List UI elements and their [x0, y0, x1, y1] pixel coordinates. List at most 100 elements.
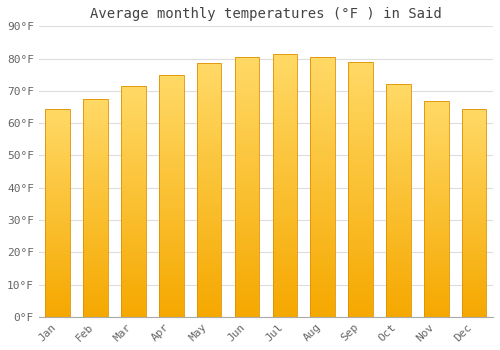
Bar: [84, 125, 108, 127]
Bar: [348, 279, 373, 281]
Bar: [159, 179, 184, 181]
Bar: [310, 244, 335, 247]
Bar: [84, 260, 108, 262]
Bar: [386, 219, 410, 222]
Bar: [272, 64, 297, 67]
Bar: [462, 200, 486, 202]
Bar: [197, 175, 222, 177]
Bar: [272, 135, 297, 138]
Bar: [197, 296, 222, 299]
Bar: [386, 203, 410, 205]
Bar: [310, 260, 335, 262]
Bar: [46, 225, 70, 227]
Bar: [84, 138, 108, 140]
Bar: [46, 196, 70, 198]
Bar: [234, 205, 260, 208]
Bar: [424, 230, 448, 232]
Bar: [386, 175, 410, 177]
Bar: [424, 166, 448, 168]
Bar: [46, 275, 70, 277]
Bar: [234, 161, 260, 163]
Bar: [159, 239, 184, 242]
Bar: [159, 121, 184, 123]
Bar: [424, 269, 448, 271]
Bar: [197, 259, 222, 261]
Bar: [234, 104, 260, 106]
Bar: [310, 138, 335, 140]
Bar: [462, 310, 486, 313]
Bar: [462, 177, 486, 180]
Bar: [424, 209, 448, 211]
Bar: [462, 198, 486, 200]
Bar: [272, 159, 297, 162]
Bar: [272, 282, 297, 285]
Bar: [310, 312, 335, 314]
Bar: [121, 86, 146, 317]
Bar: [424, 139, 448, 142]
Bar: [272, 154, 297, 156]
Bar: [46, 165, 70, 167]
Bar: [310, 306, 335, 309]
Bar: [462, 167, 486, 169]
Bar: [197, 147, 222, 149]
Bar: [462, 188, 486, 190]
Bar: [159, 164, 184, 167]
Bar: [462, 288, 486, 290]
Bar: [159, 278, 184, 280]
Bar: [84, 295, 108, 297]
Bar: [272, 109, 297, 112]
Bar: [386, 126, 410, 128]
Bar: [84, 114, 108, 116]
Bar: [159, 97, 184, 99]
Bar: [84, 232, 108, 234]
Bar: [197, 84, 222, 86]
Bar: [310, 299, 335, 301]
Bar: [197, 132, 222, 134]
Bar: [46, 181, 70, 183]
Bar: [272, 164, 297, 167]
Bar: [386, 256, 410, 259]
Bar: [424, 159, 448, 161]
Bar: [348, 286, 373, 289]
Bar: [272, 114, 297, 117]
Bar: [46, 219, 70, 221]
Bar: [234, 208, 260, 210]
Bar: [46, 215, 70, 217]
Bar: [386, 166, 410, 168]
Bar: [159, 82, 184, 84]
Bar: [197, 129, 222, 132]
Bar: [46, 169, 70, 171]
Bar: [159, 99, 184, 102]
Bar: [386, 275, 410, 277]
Bar: [159, 276, 184, 278]
Bar: [121, 146, 146, 148]
Bar: [424, 157, 448, 159]
Bar: [424, 260, 448, 263]
Bar: [159, 135, 184, 138]
Bar: [121, 275, 146, 278]
Bar: [272, 280, 297, 282]
Bar: [386, 212, 410, 215]
Bar: [197, 149, 222, 152]
Bar: [310, 135, 335, 138]
Bar: [348, 108, 373, 110]
Bar: [121, 220, 146, 222]
Bar: [272, 96, 297, 98]
Bar: [310, 150, 335, 153]
Bar: [272, 217, 297, 219]
Bar: [462, 169, 486, 171]
Bar: [386, 263, 410, 266]
Bar: [159, 251, 184, 254]
Bar: [84, 249, 108, 251]
Bar: [197, 162, 222, 165]
Bar: [310, 200, 335, 202]
Bar: [197, 193, 222, 195]
Bar: [424, 222, 448, 224]
Bar: [310, 229, 335, 231]
Bar: [234, 119, 260, 122]
Bar: [197, 200, 222, 203]
Bar: [272, 54, 297, 317]
Bar: [197, 307, 222, 309]
Bar: [424, 217, 448, 219]
Bar: [121, 134, 146, 137]
